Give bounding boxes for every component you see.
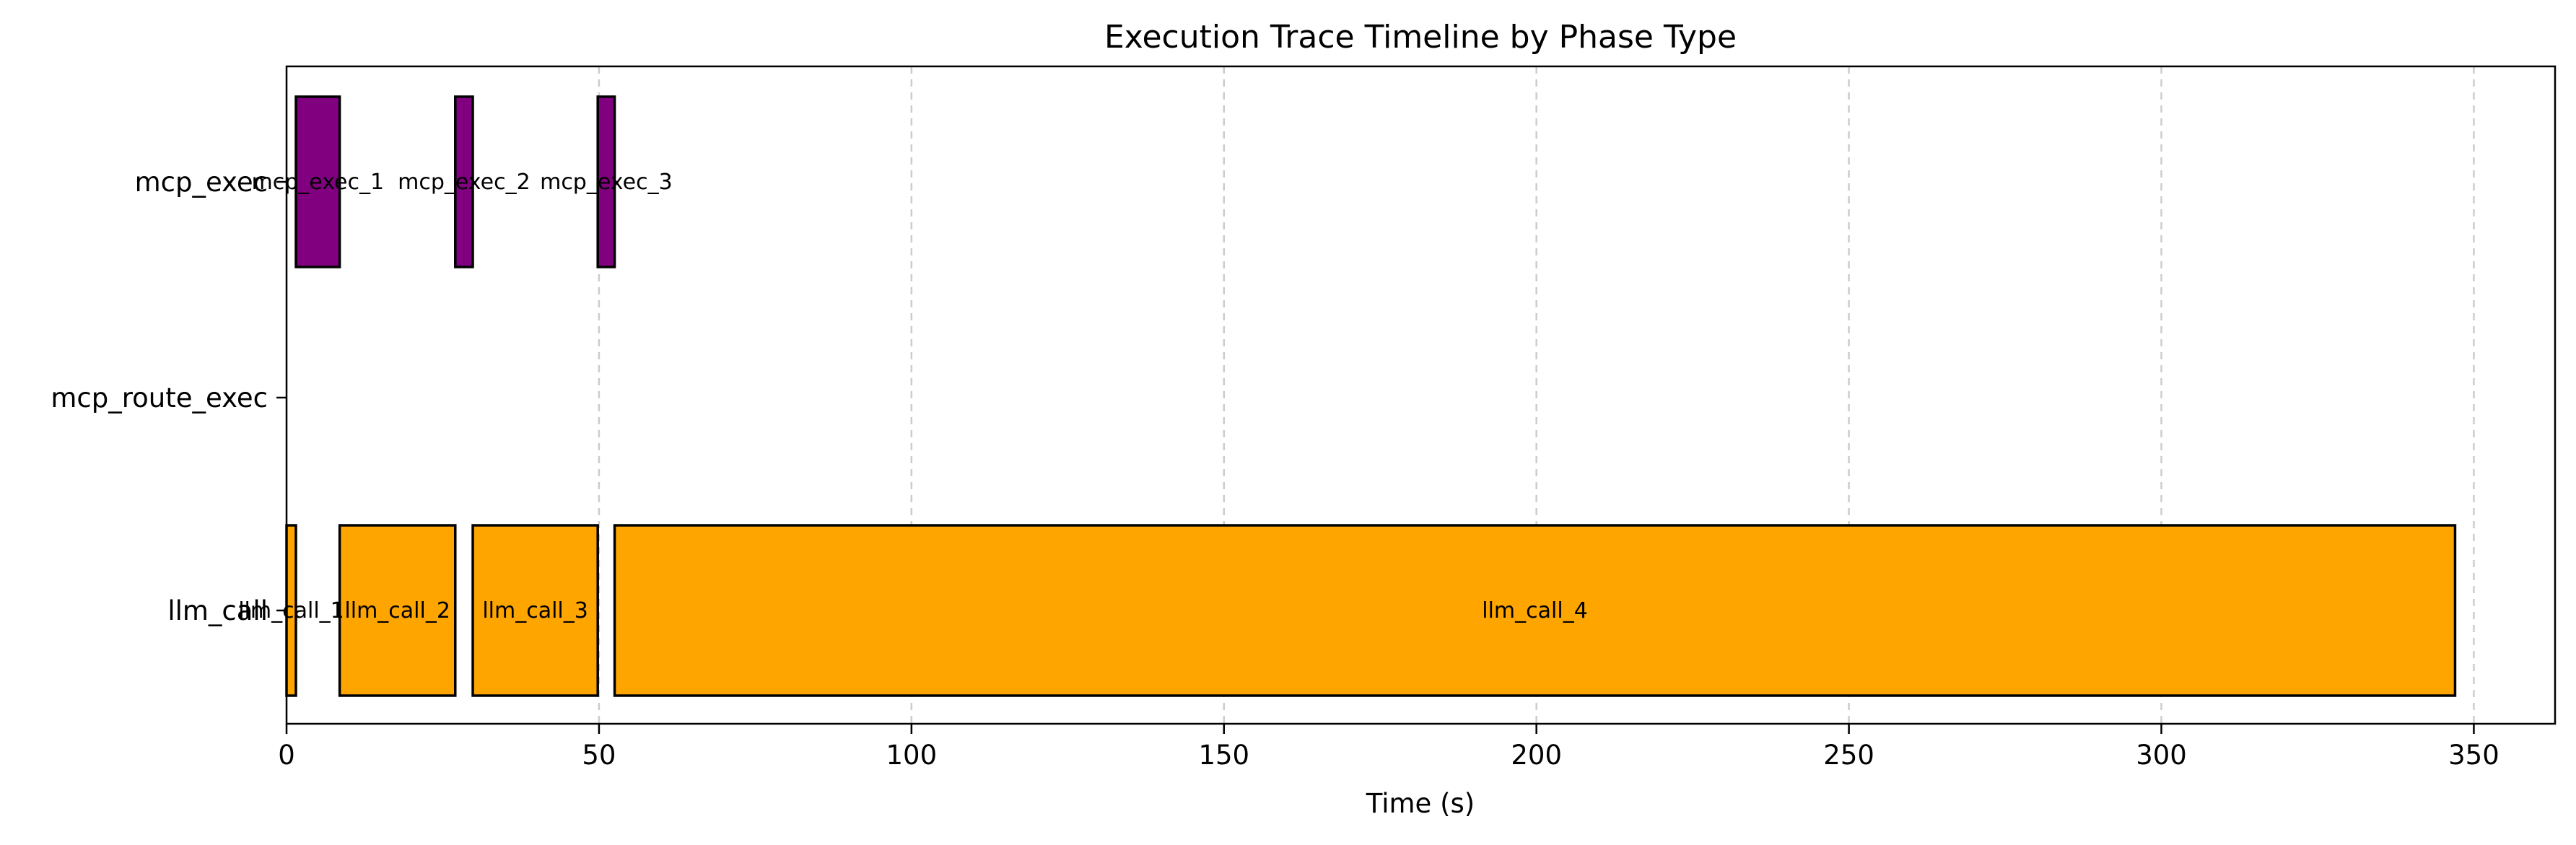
bar-label: llm_call_1 — [238, 598, 344, 623]
bar-labels-layer: mcp_exec_1 mcp_exec_2 mcp_exec_3 llm_call_1… — [238, 170, 1588, 623]
x-tick-label: 250 — [1823, 740, 1874, 771]
timeline-bar — [471, 524, 599, 697]
y-tick-label: mcp_exec — [135, 167, 268, 198]
timeline-bar — [294, 95, 341, 268]
plot-frame — [285, 65, 2557, 725]
x-axis-label: Time (s) — [1366, 788, 1475, 819]
x-tick-label: 150 — [1198, 740, 1249, 771]
bar-label: mcp_exec_2 — [398, 170, 531, 195]
bar-label: llm_call_2 — [344, 598, 450, 623]
bars-layer — [285, 95, 2457, 697]
timeline-bar — [454, 95, 474, 268]
y-tick-label: mcp_route_exec — [51, 382, 268, 413]
y-axis: mcp_exec mcp_route_exec llm_call — [51, 167, 287, 626]
timeline-bar — [613, 524, 2457, 697]
bar-label: mcp_exec_1 — [252, 170, 385, 195]
bar-label: mcp_exec_3 — [540, 170, 673, 195]
x-axis: 0 50 100 150 200 250 300 350 — [278, 724, 2499, 771]
x-tick-label: 300 — [2136, 740, 2187, 771]
grid-layer — [598, 66, 2475, 724]
chart-title: Execution Trace Timeline by Phase Type — [1104, 19, 1737, 56]
bar-label: llm_call_3 — [482, 598, 588, 623]
x-tick-label: 0 — [278, 740, 295, 771]
y-tick-label: llm_call — [167, 595, 268, 626]
x-tick-label: 350 — [2448, 740, 2499, 771]
x-tick-label: 200 — [1511, 740, 1562, 771]
x-tick-label: 100 — [886, 740, 938, 771]
timeline-bar — [338, 524, 457, 697]
bar-label: llm_call_4 — [1482, 598, 1588, 623]
x-tick-label: 50 — [582, 740, 616, 771]
timeline-bar — [596, 95, 616, 268]
